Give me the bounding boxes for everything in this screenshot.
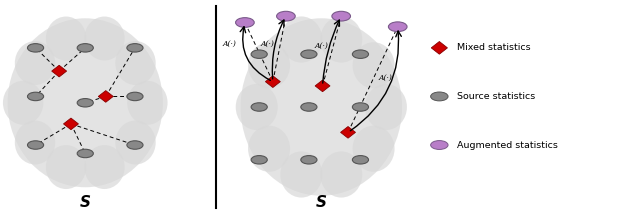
Ellipse shape	[127, 44, 143, 52]
Ellipse shape	[280, 16, 323, 62]
Ellipse shape	[27, 92, 44, 101]
Ellipse shape	[353, 103, 369, 111]
Ellipse shape	[280, 152, 323, 198]
Ellipse shape	[27, 44, 44, 52]
Ellipse shape	[236, 18, 254, 27]
Text: Mixed statistics: Mixed statistics	[457, 43, 530, 52]
Ellipse shape	[431, 141, 448, 149]
Ellipse shape	[46, 145, 86, 189]
Ellipse shape	[251, 156, 267, 164]
Polygon shape	[431, 42, 447, 54]
Ellipse shape	[251, 50, 267, 58]
Ellipse shape	[365, 84, 407, 130]
Ellipse shape	[320, 152, 363, 198]
Text: S: S	[80, 195, 90, 210]
Ellipse shape	[353, 156, 369, 164]
Ellipse shape	[7, 18, 163, 187]
Ellipse shape	[15, 120, 55, 165]
Ellipse shape	[115, 41, 156, 85]
Ellipse shape	[248, 42, 290, 88]
Ellipse shape	[353, 126, 394, 172]
Text: Source statistics: Source statistics	[457, 92, 535, 101]
Ellipse shape	[251, 103, 267, 111]
Text: S: S	[316, 195, 327, 210]
Ellipse shape	[127, 141, 143, 149]
Ellipse shape	[301, 156, 317, 164]
Ellipse shape	[301, 50, 317, 58]
Ellipse shape	[353, 50, 369, 58]
Text: A(·): A(·)	[260, 40, 274, 48]
Text: A(·): A(·)	[223, 40, 237, 48]
Ellipse shape	[388, 22, 407, 32]
Polygon shape	[99, 91, 113, 102]
Ellipse shape	[431, 92, 448, 101]
Ellipse shape	[27, 141, 44, 149]
Polygon shape	[52, 65, 67, 77]
Ellipse shape	[320, 16, 363, 62]
Polygon shape	[64, 118, 79, 130]
Text: A(·): A(·)	[378, 73, 392, 82]
Ellipse shape	[127, 92, 143, 101]
Ellipse shape	[115, 120, 156, 165]
Polygon shape	[341, 126, 356, 138]
Ellipse shape	[84, 145, 125, 189]
Ellipse shape	[332, 11, 351, 21]
Ellipse shape	[77, 99, 94, 107]
Ellipse shape	[353, 42, 394, 88]
Text: Augmented statistics: Augmented statistics	[457, 141, 558, 150]
Ellipse shape	[301, 103, 317, 111]
Ellipse shape	[15, 41, 55, 85]
Ellipse shape	[77, 44, 94, 52]
Ellipse shape	[127, 81, 168, 125]
Ellipse shape	[46, 16, 86, 61]
Polygon shape	[265, 76, 280, 88]
Ellipse shape	[236, 84, 278, 130]
Polygon shape	[315, 80, 330, 92]
Ellipse shape	[3, 81, 43, 125]
Ellipse shape	[248, 126, 290, 172]
Text: A(·): A(·)	[314, 42, 328, 50]
Ellipse shape	[276, 11, 295, 21]
Ellipse shape	[84, 16, 125, 61]
Ellipse shape	[241, 18, 402, 196]
Ellipse shape	[77, 149, 94, 158]
